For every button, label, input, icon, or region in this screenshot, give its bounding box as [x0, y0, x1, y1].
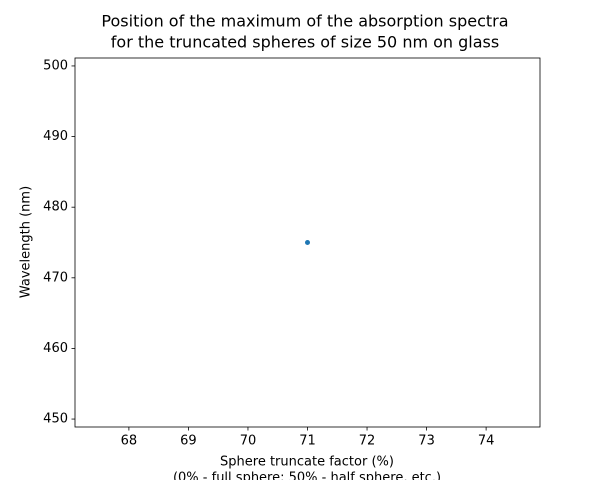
x-tick-label: 70: [240, 434, 257, 449]
y-axis-label: Wavelength (nm): [19, 186, 34, 298]
chart-title: for the truncated spheres of size 50 nm …: [111, 33, 499, 52]
x-tick-label: 69: [180, 434, 197, 449]
y-tick-label: 500: [43, 58, 68, 73]
x-tick-label: 74: [478, 434, 495, 449]
x-tick-label: 73: [418, 434, 435, 449]
y-tick-label: 470: [43, 270, 68, 285]
x-axis-label: Sphere truncate factor (%): [220, 455, 394, 470]
point: [305, 240, 310, 245]
y-tick-label: 490: [43, 129, 68, 144]
y-tick-label: 450: [43, 412, 68, 427]
x-tick-label: 71: [299, 434, 316, 449]
x-tick-label: 72: [359, 434, 376, 449]
x-axis-label: (0% - full sphere; 50% - half sphere, et…: [173, 471, 441, 480]
y-tick-label: 460: [43, 341, 68, 356]
chart-title: Position of the maximum of the absorptio…: [101, 12, 508, 31]
y-tick-label: 480: [43, 200, 68, 215]
x-tick-label: 68: [121, 434, 138, 449]
